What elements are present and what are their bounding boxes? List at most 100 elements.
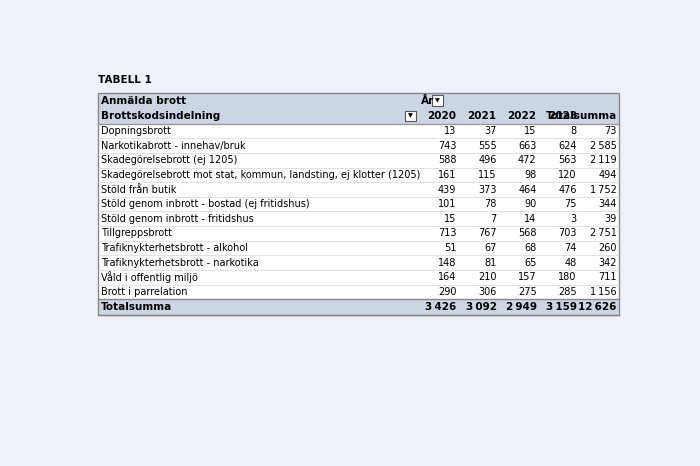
Text: Narkotikabrott - innehav/bruk: Narkotikabrott - innehav/bruk <box>101 141 245 151</box>
Text: 161: 161 <box>438 170 456 180</box>
Text: Skadegörelsebrott mot stat, kommun, landsting, ej klotter (1205): Skadegörelsebrott mot stat, kommun, land… <box>101 170 420 180</box>
Text: 2021: 2021 <box>468 111 496 121</box>
Text: 15: 15 <box>444 214 456 224</box>
Text: 2 585: 2 585 <box>590 141 617 151</box>
Text: 120: 120 <box>558 170 577 180</box>
Text: Stöld genom inbrott - fritidshus: Stöld genom inbrott - fritidshus <box>101 214 253 224</box>
Bar <box>98 108 620 123</box>
Text: 7: 7 <box>490 214 496 224</box>
Text: 148: 148 <box>438 258 456 267</box>
Text: 65: 65 <box>524 258 537 267</box>
Text: 1 156: 1 156 <box>590 287 617 297</box>
Bar <box>98 226 620 241</box>
Bar <box>98 93 620 315</box>
Bar <box>98 93 620 108</box>
Text: 2023: 2023 <box>547 111 577 121</box>
Text: 563: 563 <box>558 155 577 165</box>
Text: 496: 496 <box>478 155 496 165</box>
Bar <box>98 197 620 212</box>
Text: 2 949: 2 949 <box>505 302 537 312</box>
Text: 439: 439 <box>438 185 456 194</box>
Text: 663: 663 <box>518 141 537 151</box>
Bar <box>98 182 620 197</box>
Text: 39: 39 <box>605 214 617 224</box>
Text: 568: 568 <box>518 228 537 239</box>
Text: 75: 75 <box>564 199 577 209</box>
Text: 472: 472 <box>518 155 537 165</box>
Text: Anmälda brott: Anmälda brott <box>101 96 186 106</box>
Text: Dopningsbrott: Dopningsbrott <box>101 126 171 136</box>
Text: ▼: ▼ <box>435 98 440 103</box>
Text: Trafiknykterhetsbrott - narkotika: Trafiknykterhetsbrott - narkotika <box>101 258 258 267</box>
Text: Brott i parrelation: Brott i parrelation <box>101 287 187 297</box>
Text: 2 751: 2 751 <box>590 228 617 239</box>
Text: 78: 78 <box>484 199 496 209</box>
Text: 494: 494 <box>598 170 617 180</box>
Text: 13: 13 <box>444 126 456 136</box>
Text: ▼: ▼ <box>407 114 412 118</box>
Text: 68: 68 <box>524 243 537 253</box>
Text: 90: 90 <box>524 199 537 209</box>
Text: 164: 164 <box>438 272 456 282</box>
Text: 3 092: 3 092 <box>466 302 496 312</box>
Bar <box>98 168 620 182</box>
Text: 2 119: 2 119 <box>590 155 617 165</box>
Text: 37: 37 <box>484 126 496 136</box>
Text: 373: 373 <box>478 185 496 194</box>
Text: 703: 703 <box>558 228 577 239</box>
Bar <box>98 270 620 285</box>
Bar <box>98 285 620 299</box>
Text: 306: 306 <box>478 287 496 297</box>
Text: 8: 8 <box>570 126 577 136</box>
Text: 12 626: 12 626 <box>578 302 617 312</box>
Text: Våld i offentlig miljö: Våld i offentlig miljö <box>101 271 197 283</box>
Bar <box>98 212 620 226</box>
Text: 115: 115 <box>478 170 496 180</box>
Text: År: År <box>421 96 434 106</box>
Text: 3 426: 3 426 <box>425 302 456 312</box>
Text: 81: 81 <box>484 258 496 267</box>
Bar <box>98 299 620 315</box>
Text: Brottskodsindelning: Brottskodsindelning <box>101 111 220 121</box>
Text: 101: 101 <box>438 199 456 209</box>
Text: 3: 3 <box>570 214 577 224</box>
Bar <box>98 153 620 168</box>
Text: Trafiknykterhetsbrott - alkohol: Trafiknykterhetsbrott - alkohol <box>101 243 248 253</box>
Text: 14: 14 <box>524 214 537 224</box>
Text: 67: 67 <box>484 243 496 253</box>
Text: Totalsumma: Totalsumma <box>101 302 172 312</box>
Text: Tillgreppsbrott: Tillgreppsbrott <box>101 228 172 239</box>
Text: 555: 555 <box>478 141 496 151</box>
Text: 476: 476 <box>558 185 577 194</box>
Bar <box>405 110 416 121</box>
Text: Totalsumma: Totalsumma <box>545 111 617 121</box>
Text: 157: 157 <box>518 272 537 282</box>
Text: 588: 588 <box>438 155 456 165</box>
Bar <box>98 241 620 255</box>
Text: 98: 98 <box>524 170 537 180</box>
Text: 285: 285 <box>558 287 577 297</box>
Text: 275: 275 <box>518 287 537 297</box>
Text: 260: 260 <box>598 243 617 253</box>
Text: 711: 711 <box>598 272 617 282</box>
Text: 51: 51 <box>444 243 456 253</box>
Text: 713: 713 <box>438 228 456 239</box>
Text: Stöld genom inbrott - bostad (ej fritidshus): Stöld genom inbrott - bostad (ej fritids… <box>101 199 309 209</box>
Text: 48: 48 <box>564 258 577 267</box>
Text: 180: 180 <box>559 272 577 282</box>
Bar <box>98 123 620 138</box>
Text: 73: 73 <box>605 126 617 136</box>
Text: 342: 342 <box>598 258 617 267</box>
Text: 1 752: 1 752 <box>590 185 617 194</box>
Text: 464: 464 <box>518 185 537 194</box>
Text: Skadegörelsebrott (ej 1205): Skadegörelsebrott (ej 1205) <box>101 155 237 165</box>
Text: 767: 767 <box>478 228 496 239</box>
Text: 344: 344 <box>598 199 617 209</box>
Text: 210: 210 <box>478 272 496 282</box>
Bar <box>98 138 620 153</box>
Text: 3 159: 3 159 <box>546 302 577 312</box>
Text: 15: 15 <box>524 126 537 136</box>
Bar <box>432 95 442 106</box>
Text: 624: 624 <box>558 141 577 151</box>
Text: Stöld från butik: Stöld från butik <box>101 185 176 194</box>
